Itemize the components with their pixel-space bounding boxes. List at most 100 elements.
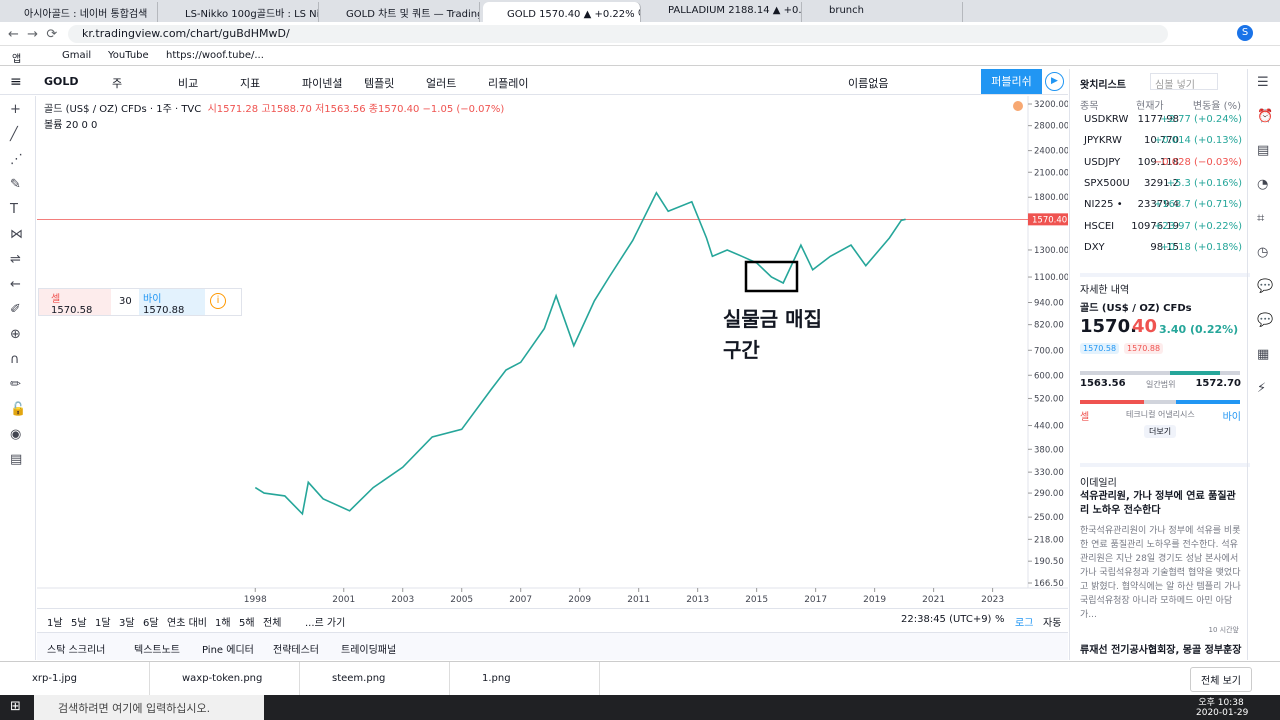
scale-option[interactable]: % <box>995 614 1005 625</box>
show-all[interactable]: 전체 보기 <box>1190 667 1252 692</box>
watchlist-row[interactable]: SPX500U 3291.2 +5.3 (+0.16%) <box>1070 174 1248 195</box>
watchlist-row[interactable]: JPYKRW 10.770 +0.014 (+0.13%) <box>1070 131 1248 152</box>
range-button[interactable]: 1달 <box>95 618 111 629</box>
headline[interactable]: 석유관리원, 가나 정부에 연료 품질관리 노하우 전수한다 <box>1080 491 1236 516</box>
stream-button[interactable]: ▶ <box>1045 72 1064 91</box>
panel-tab[interactable]: 전략테스터 <box>273 645 319 656</box>
symbol-name: 골드 (US$ / OZ) CFDs <box>1080 303 1192 314</box>
toolbar-item[interactable]: 리플레이 <box>488 77 529 90</box>
download-item[interactable]: 1.png <box>450 662 600 695</box>
range-button[interactable]: 5해 <box>239 618 255 629</box>
tool-icon[interactable]: ✐ <box>10 302 21 317</box>
range-button[interactable]: ...르 가기 <box>305 618 346 629</box>
range-button[interactable]: 연초 대비 <box>167 618 207 629</box>
side-icon[interactable]: ▤ <box>1257 143 1270 158</box>
tool-icon[interactable]: ✏ <box>10 377 21 392</box>
panel-tab[interactable]: 스탁 스크리너 <box>47 645 106 656</box>
range-button[interactable]: 1날 <box>47 618 63 629</box>
watchlist-row[interactable]: USDKRW 1177.98 +2.77 (+0.24%) <box>1070 110 1248 131</box>
info-icon[interactable]: i <box>210 293 226 309</box>
toolbar-item[interactable]: 파이넨셜 <box>302 77 343 90</box>
side-icon[interactable]: ▦ <box>1257 347 1270 362</box>
side-icon[interactable]: ☰ <box>1257 75 1269 90</box>
tool-icon[interactable]: T <box>10 202 18 217</box>
tool-icon[interactable]: ⇌ <box>10 252 21 267</box>
start-button[interactable]: ⊞ <box>10 699 21 714</box>
panel-tab[interactable]: 트레이딩패널 <box>341 645 397 656</box>
publish-button[interactable]: 퍼블리쉬 <box>981 69 1042 94</box>
url[interactable]: kr.tradingview.com/chart/guBdHMwD/ <box>68 25 1168 43</box>
download-item[interactable]: steem.png <box>300 662 450 695</box>
nav-buttons[interactable]: ← → ⟳ <box>8 27 58 42</box>
side-icon[interactable]: ◔ <box>1257 177 1269 192</box>
side-icon[interactable]: ⌗ <box>1257 211 1265 226</box>
range-button[interactable]: 5날 <box>71 618 87 629</box>
download-item[interactable]: waxp-token.png <box>150 662 300 695</box>
browser-tab[interactable]: brunch <box>805 2 963 22</box>
tool-icon[interactable]: ✎ <box>10 177 21 192</box>
tool-icon[interactable]: + <box>10 102 21 117</box>
watchlist-search[interactable]: 심볼 넣기 <box>1150 73 1218 91</box>
tool-icon[interactable]: ← <box>10 277 21 292</box>
side-icon[interactable]: 💬 <box>1257 313 1274 328</box>
scale-option[interactable]: 로그 <box>1015 618 1034 629</box>
bookmark[interactable]: 앱 <box>12 54 22 65</box>
tool-icon[interactable]: ∩ <box>10 352 20 367</box>
browser-tab[interactable]: 아시아골드 : 네이버 통합검색 <box>0 2 158 22</box>
tool-icon[interactable]: ⊕ <box>10 327 21 342</box>
y-tick-label: 1800.00 <box>1034 193 1068 203</box>
side-icon[interactable]: ◷ <box>1257 245 1269 260</box>
tool-icon[interactable]: ⋰ <box>10 152 23 167</box>
buy-button[interactable]: 바이 1570.88 <box>139 289 205 316</box>
side-icon[interactable]: ⏰ <box>1257 109 1274 124</box>
tool-icon[interactable]: 🔓 <box>10 402 27 417</box>
search-box[interactable]: 검색하려면 여기에 입력하십시오. <box>34 695 264 720</box>
watchlist-row[interactable]: NI225 • 23379.4 +163.7 (+0.71%) <box>1070 195 1248 216</box>
toolbar-item[interactable]: 지표 <box>240 77 261 90</box>
side-icon[interactable]: 💬 <box>1257 279 1274 294</box>
cell: +0.18 (+0.18%) <box>1160 241 1242 253</box>
y-tick-label: 380.00 <box>1034 445 1064 455</box>
tool-icon[interactable]: ╱ <box>10 127 18 142</box>
tool-icon[interactable]: ◉ <box>10 427 22 442</box>
layout-name[interactable]: 이름없음 <box>848 77 889 90</box>
status-dot <box>1013 101 1023 111</box>
annotation-line: 구간 <box>723 338 760 362</box>
bookmark[interactable]: https://woof.tube/... <box>166 50 264 61</box>
range-button[interactable]: 3달 <box>119 618 135 629</box>
toolbar-item[interactable]: 템플릿 <box>364 77 395 90</box>
browser-tab[interactable]: LS-Nikko 100g골드바 : LS Nikk <box>161 2 319 22</box>
symbol[interactable]: GOLD <box>44 75 79 88</box>
next-headline[interactable]: 류재선 전기공사협회장, 몽골 정부훈장 받아 <box>1080 645 1242 656</box>
menu[interactable]: ≡ <box>0 69 36 95</box>
interval[interactable]: 주 <box>112 77 123 90</box>
bookmark[interactable]: Gmail <box>62 50 92 61</box>
toolbar-item[interactable]: 비교 <box>178 77 199 90</box>
watchlist-row[interactable]: DXY 98.15 +0.18 (+0.18%) <box>1070 238 1248 259</box>
browser-tab[interactable]: GOLD 1570.40 ▲ +0.22% 이름없 <box>483 2 641 22</box>
scale-option[interactable]: 자동 <box>1043 618 1062 629</box>
watchlist-row[interactable]: USDJPY 109.118 −0.028 (−0.03%) <box>1070 153 1248 174</box>
panel-tab[interactable]: 텍스트노트 <box>134 645 180 656</box>
cell: 10976.19 <box>1131 220 1179 232</box>
range-button[interactable]: 1해 <box>215 618 231 629</box>
cell: USDKRW <box>1084 114 1129 125</box>
download-item[interactable]: xrp-1.jpg <box>0 662 150 695</box>
tool-icon[interactable]: ▤ <box>10 452 23 467</box>
range-button[interactable]: 전체 <box>263 618 282 629</box>
side-icon[interactable]: ⚡ <box>1257 381 1267 396</box>
watchlist-row[interactable]: HSCEI 10976.19 +23.97 (+0.22%) <box>1070 217 1248 238</box>
range-button[interactable]: 6달 <box>143 618 159 629</box>
sell-button[interactable]: 셀 1570.58 <box>39 289 111 316</box>
more-button[interactable]: 더보기 <box>1144 425 1177 438</box>
bookmark[interactable]: YouTube <box>108 50 149 61</box>
range-track <box>1080 371 1240 375</box>
toolbar-item[interactable]: 얼러트 <box>426 77 457 90</box>
panel-tab[interactable]: Pine 에디터 <box>202 645 254 656</box>
browser-tab[interactable]: GOLD 차트 및 쿼트 — TradingV <box>322 2 480 22</box>
browser-tab[interactable]: PALLADIUM 2188.14 ▲ +0.37% <box>644 2 802 22</box>
range-bar: 1날 5날 1달 3달 6달 연초 대비 1해 5해 전체 ...르 가기 22:38:45 (UT… <box>37 608 1068 631</box>
profile[interactable]: S <box>1237 25 1253 41</box>
tool-icon[interactable]: ⋈ <box>10 227 23 242</box>
